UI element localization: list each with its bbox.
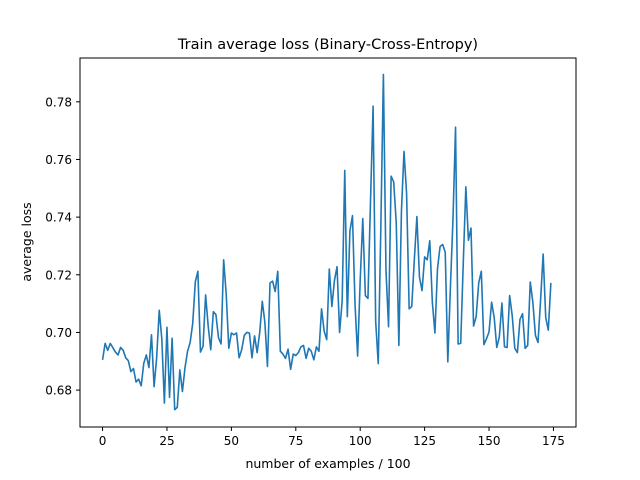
x-tick-label: 0 [99, 434, 107, 448]
x-tick-label: 100 [349, 434, 372, 448]
series-group [101, 73, 552, 411]
x-tick-label: 25 [159, 434, 174, 448]
x-tick-label: 175 [542, 434, 565, 448]
x-tick-label: 75 [288, 434, 303, 448]
chart-title: Train average loss (Binary-Cross-Entropy… [177, 37, 478, 53]
y-tick-label: 0.68 [45, 384, 72, 398]
x-tick-label: 150 [478, 434, 501, 448]
y-axis-label: average loss [19, 202, 34, 281]
loss-series-line [101, 73, 552, 411]
y-tick-label: 0.74 [45, 211, 72, 225]
y-tick-label: 0.78 [45, 95, 72, 109]
y-axis-ticks: 0.68 0.70 0.72 0.74 0.76 0.78 [45, 95, 80, 398]
y-tick-label: 0.76 [45, 153, 72, 167]
x-axis-label: number of examples / 100 [245, 456, 410, 471]
x-tick-label: 125 [413, 434, 436, 448]
x-tick-label: 50 [224, 434, 239, 448]
plot-frame [79, 57, 577, 428]
plot-area-background [80, 58, 576, 427]
y-tick-label: 0.72 [45, 268, 72, 282]
x-axis-ticks: 0 25 50 75 100 125 150 175 [99, 427, 565, 448]
y-tick-label: 0.70 [45, 326, 72, 340]
